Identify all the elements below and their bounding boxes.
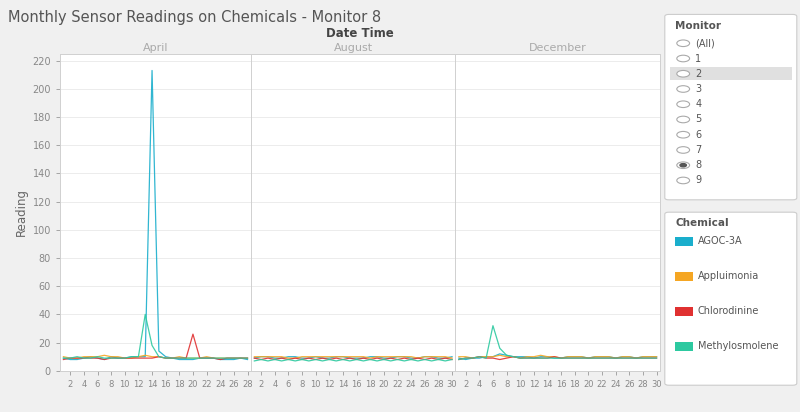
Text: (All): (All) <box>695 38 715 48</box>
Text: AGOC-3A: AGOC-3A <box>698 236 742 246</box>
Text: 8: 8 <box>695 160 702 170</box>
Text: 2: 2 <box>695 69 702 79</box>
Text: 6: 6 <box>695 130 702 140</box>
Text: Chlorodinine: Chlorodinine <box>698 306 759 316</box>
Text: 5: 5 <box>695 115 702 124</box>
Text: Appluimonia: Appluimonia <box>698 271 759 281</box>
Text: Chemical: Chemical <box>675 218 729 228</box>
Title: April: April <box>142 43 168 53</box>
Y-axis label: Reading: Reading <box>15 188 28 236</box>
Text: 9: 9 <box>695 176 702 185</box>
Text: Monthly Sensor Readings on Chemicals - Monitor 8: Monthly Sensor Readings on Chemicals - M… <box>8 10 381 25</box>
Text: Date Time: Date Time <box>326 27 394 40</box>
Text: 3: 3 <box>695 84 702 94</box>
Text: Methylosmolene: Methylosmolene <box>698 341 778 351</box>
Title: December: December <box>529 43 586 53</box>
Text: 7: 7 <box>695 145 702 155</box>
Text: Monitor: Monitor <box>675 21 722 30</box>
Text: 4: 4 <box>695 99 702 109</box>
Title: August: August <box>334 43 373 53</box>
Text: 1: 1 <box>695 54 702 63</box>
